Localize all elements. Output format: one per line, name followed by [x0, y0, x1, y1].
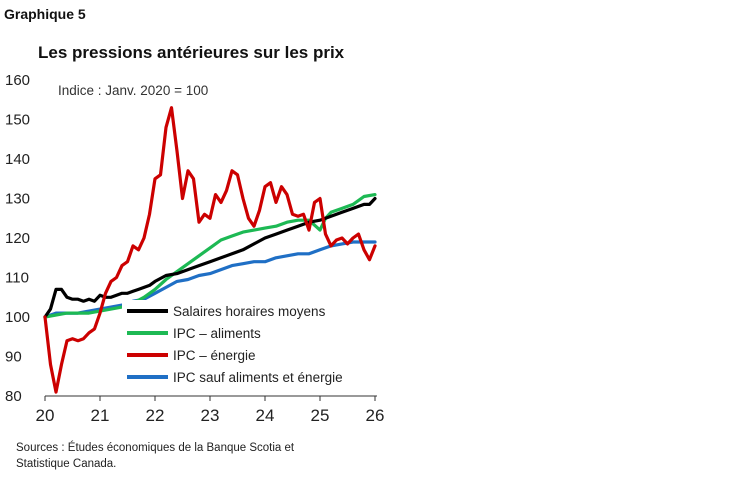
graph-number-label: Graphique 5	[4, 6, 86, 22]
y-tick-label: 90	[5, 349, 22, 366]
x-tick-label: 22	[146, 406, 165, 425]
y-tick-label: 160	[5, 72, 30, 89]
y-tick-label: 100	[5, 309, 30, 326]
y-tick-label: 110	[5, 270, 29, 287]
legend-label: IPC – énergie	[173, 348, 256, 363]
legend-label: Salaires horaires moyens	[173, 304, 326, 319]
legend-label: IPC – aliments	[173, 326, 261, 341]
x-tick-label: 24	[256, 406, 275, 425]
y-tick-label: 140	[5, 151, 30, 168]
y-tick-label: 130	[5, 191, 30, 208]
chart-title: Les pressions antérieures sur les prix	[38, 43, 345, 62]
source-note: Sources : Études économiques de la Banqu…	[16, 442, 295, 470]
y-tick-label: 80	[5, 388, 22, 405]
legend: Salaires horaires moyens IPC – aliments IP…	[122, 300, 367, 392]
y-tick-label: 120	[5, 230, 30, 247]
legend-label: IPC sauf aliments et énergie	[173, 370, 343, 385]
series-line-2	[43, 106, 377, 394]
y-axis-note: Indice : Janv. 2020 = 100	[58, 83, 208, 98]
x-tick-label: 26	[366, 406, 385, 425]
x-tick-label: 23	[201, 406, 220, 425]
x-tick-label: 20	[36, 406, 55, 425]
y-tick-label: 150	[5, 112, 30, 129]
series-lines	[43, 106, 377, 394]
x-tick-label: 25	[311, 406, 330, 425]
axes: 80 90 100 110 120 130 140 150 160 20 21 22 23 24 25 26	[5, 72, 384, 425]
x-tick-label: 21	[91, 406, 110, 425]
